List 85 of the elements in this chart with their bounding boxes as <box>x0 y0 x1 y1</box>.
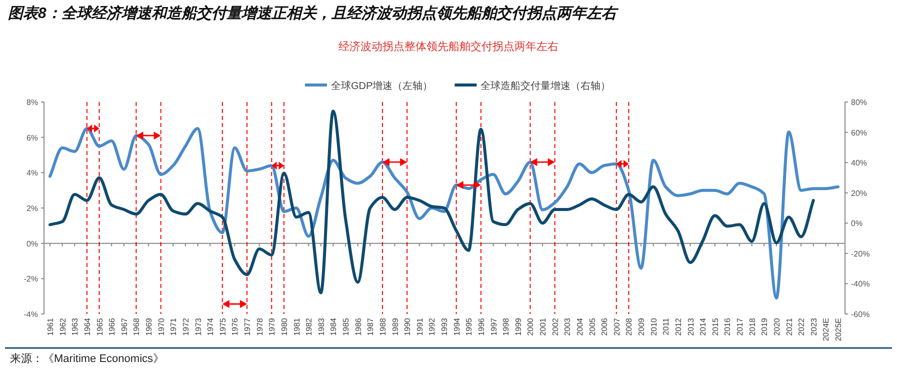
x-tick-label: 2013 <box>686 317 696 336</box>
y2-tick-label: 80% <box>851 98 868 107</box>
subtitle: 经济波动拐点整体领先船舶交付拐点两年左右 <box>338 41 558 53</box>
x-tick-label: 2016 <box>723 317 732 336</box>
x-tick-label: 2017 <box>736 317 744 336</box>
x-tick-label: 2003 <box>563 317 572 336</box>
x-tick-label: 1963 <box>70 317 80 336</box>
x-tick-label: 2022 <box>797 317 806 336</box>
x-tick-label: 1978 <box>255 317 264 336</box>
x-tick-label: 1996 <box>476 317 486 336</box>
x-tick-label: 1982 <box>304 317 314 336</box>
x-tick-label: 2004 <box>575 317 584 336</box>
x-tick-label: 2024E <box>822 318 831 342</box>
x-tick-label: 2002 <box>550 317 560 336</box>
x-tick-label: 1965 <box>95 317 104 336</box>
x-tick-label: 1987 <box>366 317 376 336</box>
x-tick-label: 1967 <box>120 317 129 336</box>
y2-tick-label: -20% <box>851 249 870 258</box>
x-tick-label: 2012 <box>674 317 683 336</box>
x-tick-label: 1968 <box>132 317 142 336</box>
x-tick-label: 2009 <box>637 317 646 336</box>
x-tick-label: 2023 <box>809 317 818 336</box>
x-tick-label: 1993 <box>440 317 449 336</box>
x-tick-label: 1973 <box>194 317 203 336</box>
x-tick-label: 2000 <box>526 317 536 336</box>
x-tick-label: 1983 <box>316 317 326 336</box>
title: 图表8：全球经济增速和造船交付量增速正相关，且经济波动拐点领先船舶交付拐点两年左右 <box>8 5 616 22</box>
x-tick-label: 1999 <box>514 317 523 336</box>
x-tick-label: 2021 <box>784 317 794 336</box>
y2-tick-label: 40% <box>851 158 868 168</box>
x-tick-label: 1966 <box>108 317 117 336</box>
x-tick-label: 2015 <box>710 317 720 336</box>
x-tick-label: 1980 <box>280 317 289 336</box>
x-tick-label: 2011 <box>662 317 671 336</box>
x-tick-label: 1986 <box>354 317 363 336</box>
x-tick-label: 1989 <box>390 317 400 336</box>
x-tick-label: 1995 <box>464 317 474 336</box>
x-tick-label: 2018 <box>748 317 757 336</box>
x-tick-label: 2007 <box>612 317 622 336</box>
y-tick-label: 0% <box>26 239 38 248</box>
x-tick-label: 2019 <box>760 317 770 336</box>
y-tick-label: -2% <box>24 274 38 284</box>
y-tick-label: 8% <box>26 98 38 107</box>
y-tick-label: 4% <box>26 168 38 178</box>
x-tick-label: 1972 <box>181 317 190 336</box>
y-tick-label: -4% <box>24 310 38 319</box>
x-tick-label: 1977 <box>243 317 252 336</box>
x-tick-label: 1992 <box>428 317 437 336</box>
x-tick-label: 1979 <box>268 317 277 336</box>
x-tick-label: 1969 <box>144 317 154 336</box>
x-tick-label: 1961 <box>46 317 55 336</box>
x-tick-label: 1962 <box>58 317 68 336</box>
x-tick-label: 2008 <box>624 317 634 336</box>
x-tick-label: 2005 <box>588 317 597 336</box>
x-tick-label: 1976 <box>230 317 240 336</box>
x-tick-label: 1990 <box>403 317 412 336</box>
y2-tick-label: -60% <box>851 310 870 319</box>
x-tick-label: 1985 <box>342 317 350 336</box>
legend-label: 全球造船交付量增速（右轴） <box>480 80 611 92</box>
legend-label: 全球GDP增速（左轴） <box>331 80 433 92</box>
x-tick-label: 1988 <box>378 317 388 336</box>
x-tick-label: 2006 <box>600 317 610 336</box>
x-tick-label: 1971 <box>169 317 178 336</box>
x-tick-label: 2010 <box>649 317 658 336</box>
x-tick-label: 1994 <box>452 317 462 336</box>
x-tick-label: 1975 <box>218 317 228 336</box>
x-tick-label: 1997 <box>489 317 498 336</box>
annotation: 来源：《Maritime Economics》 <box>10 353 164 365</box>
x-tick-label: 1970 <box>156 317 166 336</box>
x-tick-label: 2014 <box>698 317 708 336</box>
x-tick-label: 1981 <box>292 317 302 336</box>
y2-tick-label: 0% <box>851 219 863 228</box>
x-tick-label: 2001 <box>538 317 548 336</box>
x-tick-label: 2025E <box>834 318 843 342</box>
y2-tick-label: -40% <box>851 280 870 289</box>
y-tick-label: 2% <box>26 204 38 213</box>
y2-tick-label: 60% <box>851 128 868 138</box>
x-tick-label: 1984 <box>329 317 338 336</box>
x-tick-label: 1974 <box>206 317 216 336</box>
x-tick-label: 2020 <box>772 317 782 336</box>
x-tick-label: 1964 <box>82 317 92 336</box>
y-tick-label: 6% <box>26 133 38 142</box>
y2-tick-label: 20% <box>851 188 868 198</box>
x-tick-label: 1998 <box>502 317 511 336</box>
x-tick-label: 1991 <box>415 317 424 336</box>
